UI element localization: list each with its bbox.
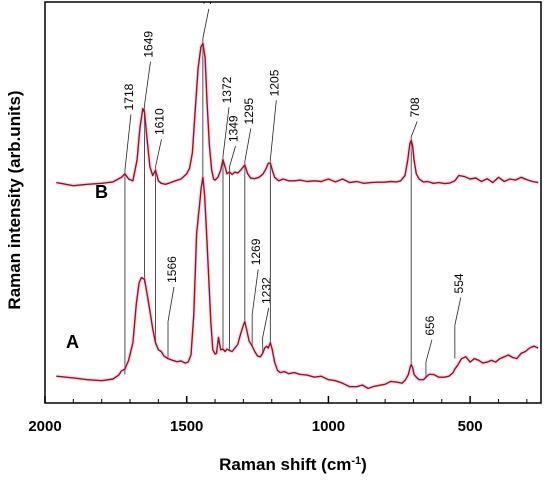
peak-leader-1205 [269,100,277,160]
peak-label-708: 708 [408,97,422,117]
peak-label-656: 656 [423,315,437,335]
x-axis-title: Raman shift (cm-1) [219,455,367,474]
x-tick-label: 1500 [170,418,203,435]
peak-label-1232: 1232 [260,277,274,304]
peak-label-1295: 1295 [242,97,256,124]
peak-leader-656 [425,339,433,363]
peak-label-1372: 1372 [220,76,234,103]
peak-leader-708 [410,121,418,137]
spectrum-line-a [56,176,539,390]
peak-label-1349: 1349 [227,115,241,142]
peak-label-1566: 1566 [165,256,179,283]
y-axis-title: Raman intensity (arb.units) [5,90,24,309]
peak-leader-1566 [167,286,175,322]
peak-leader-1232 [262,307,270,338]
peak-leader-1718 [124,114,132,171]
peak-leader-554 [454,297,462,326]
peak-label-1443: 1443 [200,0,214,5]
x-tick-label: 500 [458,418,483,435]
spectrum-line-b [56,42,539,187]
peak-label-1649: 1649 [141,31,155,58]
peak-leader-1610 [155,138,162,167]
peak-leader-1295 [244,128,252,162]
peak-leader-1649 [144,61,151,106]
peak-label-554: 554 [452,273,466,293]
peak-label-1610: 1610 [153,108,167,135]
spectrum-label-b: B [95,182,108,202]
x-tick-label: 1000 [312,418,345,435]
spectrum-label-a: A [66,332,79,352]
x-axis-ticks: 2000 1500 1000 500 [28,396,528,435]
x-tick-label: 2000 [28,418,61,435]
plot-frame [44,1,542,404]
peak-leader-1269 [251,269,259,315]
peak-label-1718: 1718 [122,83,136,110]
peak-leader-1443 [202,8,210,39]
peak-leader-1372 [222,107,230,157]
peak-label-1269: 1269 [249,238,263,265]
peak-label-1205: 1205 [267,69,281,96]
peak-leader-1349 [229,145,236,167]
